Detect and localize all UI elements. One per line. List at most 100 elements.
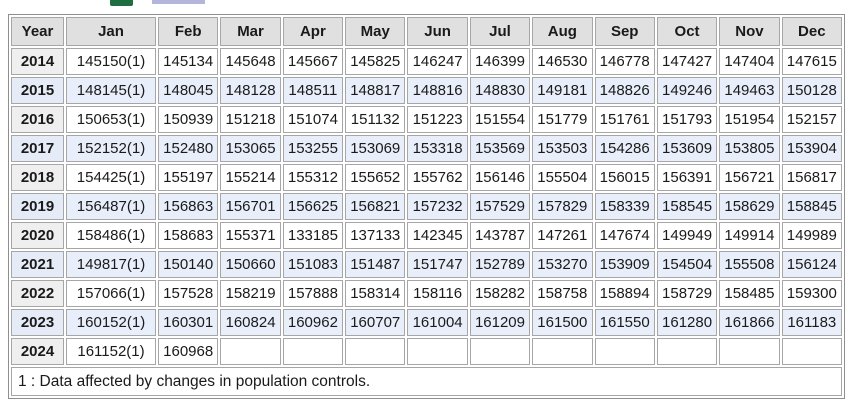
toolbar-icon-fragment <box>152 0 205 4</box>
value-cell-2017-feb: 152480 <box>158 135 219 162</box>
value-cell-2016-nov: 151954 <box>719 106 780 133</box>
value-cell-2019-feb: 156863 <box>158 193 219 220</box>
value-cell-2016-may: 151132 <box>345 106 406 133</box>
value-cell-2018-feb: 155197 <box>158 164 219 191</box>
value-cell-2023-mar: 160824 <box>220 309 281 336</box>
column-header-apr: Apr <box>282 17 344 46</box>
value-cell-2018-oct: 156391 <box>656 164 718 191</box>
header-row: Year Jan Feb Mar Apr May Jun Jul Aug Sep Oct Nov Dec <box>11 17 842 46</box>
column-header-jul: Jul <box>469 17 531 46</box>
value-cell-2015-dec: 150128 <box>781 77 842 104</box>
value-cell-2014-dec: 147615 <box>781 48 842 75</box>
value-cell-2020-jul: 143787 <box>469 222 531 249</box>
value-cell-2016-feb: 150939 <box>158 106 219 133</box>
value-cell-2017-aug: 153503 <box>532 135 593 162</box>
value-cell-2016-jul: 151554 <box>469 106 531 133</box>
value-cell-2021-oct: 154504 <box>656 251 718 278</box>
value-cell-2018-nov: 156721 <box>719 164 780 191</box>
value-cell-2018-aug: 155504 <box>532 164 593 191</box>
value-cell-2022-feb: 157528 <box>158 280 219 307</box>
value-cell-2024-nov <box>719 338 780 365</box>
value-cell-2015-nov: 149463 <box>719 77 780 104</box>
column-header-may: May <box>345 17 406 46</box>
value-cell-2017-jun: 153318 <box>407 135 468 162</box>
value-cell-2018-dec: 156817 <box>781 164 842 191</box>
value-cell-2017-apr: 153255 <box>282 135 344 162</box>
value-cell-2019-jan: 156487(1) <box>66 193 156 220</box>
value-cell-2014-feb: 145134 <box>158 48 219 75</box>
value-cell-2016-jun: 151223 <box>407 106 468 133</box>
value-cell-2023-jul: 161209 <box>469 309 531 336</box>
value-cell-2015-feb: 148045 <box>158 77 219 104</box>
value-cell-2021-nov: 155508 <box>719 251 780 278</box>
value-cell-2014-mar: 145648 <box>220 48 281 75</box>
table-row-2021: 2021 149817(1) 150140 150660 151083 151487 151… <box>11 251 842 278</box>
value-cell-2024-oct <box>656 338 718 365</box>
footnote-row: 1 : Data affected by changes in populati… <box>11 367 842 396</box>
value-cell-2019-may: 156821 <box>345 193 406 220</box>
excel-download-icon[interactable] <box>110 0 133 6</box>
value-cell-2020-dec: 149989 <box>781 222 842 249</box>
year-cell-2023: 2023 <box>11 309 64 336</box>
value-cell-2024-jul <box>469 338 531 365</box>
value-cell-2014-apr: 145667 <box>282 48 344 75</box>
year-cell-2017: 2017 <box>11 135 64 162</box>
value-cell-2014-aug: 146530 <box>532 48 593 75</box>
value-cell-2014-jun: 146247 <box>407 48 468 75</box>
table-row-2019: 2019 156487(1) 156863 156701 156625 156821 157… <box>11 193 842 220</box>
value-cell-2021-aug: 153270 <box>532 251 593 278</box>
value-cell-2019-aug: 157829 <box>532 193 593 220</box>
value-cell-2022-oct: 158729 <box>656 280 718 307</box>
value-cell-2021-jun: 151747 <box>407 251 468 278</box>
value-cell-2015-oct: 149246 <box>656 77 718 104</box>
value-cell-2020-aug: 147261 <box>532 222 593 249</box>
value-cell-2016-aug: 151779 <box>532 106 593 133</box>
value-cell-2022-mar: 158219 <box>220 280 281 307</box>
value-cell-2022-apr: 157888 <box>282 280 344 307</box>
value-cell-2015-mar: 148128 <box>220 77 281 104</box>
year-cell-2016: 2016 <box>11 106 64 133</box>
value-cell-2022-may: 158314 <box>345 280 406 307</box>
value-cell-2022-nov: 158485 <box>719 280 780 307</box>
value-cell-2023-feb: 160301 <box>158 309 219 336</box>
value-cell-2014-jan: 145150(1) <box>66 48 156 75</box>
value-cell-2019-jun: 157232 <box>407 193 468 220</box>
value-cell-2020-oct: 149949 <box>656 222 718 249</box>
column-header-jan: Jan <box>66 17 156 46</box>
value-cell-2020-feb: 158683 <box>158 222 219 249</box>
value-cell-2021-dec: 156124 <box>781 251 842 278</box>
value-cell-2019-nov: 158629 <box>719 193 780 220</box>
value-cell-2015-jul: 148830 <box>469 77 531 104</box>
table-row-2014: 2014 145150(1) 145134 145648 145667 145825 146… <box>11 48 842 75</box>
year-cell-2018: 2018 <box>11 164 64 191</box>
value-cell-2019-oct: 158545 <box>656 193 718 220</box>
table-row-2016: 2016 150653(1) 150939 151218 151074 151132 151… <box>11 106 842 133</box>
value-cell-2020-jan: 158486(1) <box>66 222 156 249</box>
column-header-feb: Feb <box>158 17 219 46</box>
table-row-2020: 2020 158486(1) 158683 155371 133185 137133 142… <box>11 222 842 249</box>
footnote-text: 1 : Data affected by changes in populati… <box>11 367 842 396</box>
value-cell-2017-dec: 153904 <box>781 135 842 162</box>
value-cell-2023-nov: 161866 <box>719 309 780 336</box>
value-cell-2019-jul: 157529 <box>469 193 531 220</box>
column-header-jun: Jun <box>407 17 468 46</box>
value-cell-2017-may: 153069 <box>345 135 406 162</box>
year-cell-2020: 2020 <box>11 222 64 249</box>
value-cell-2016-dec: 152157 <box>781 106 842 133</box>
table-row-2024: 2024 161152(1) 160968 <box>11 338 842 365</box>
value-cell-2020-may: 137133 <box>345 222 406 249</box>
value-cell-2024-aug <box>532 338 593 365</box>
table-body: 2014 145150(1) 145134 145648 145667 145825 146… <box>11 48 842 365</box>
value-cell-2021-sep: 153909 <box>594 251 655 278</box>
value-cell-2020-sep: 147674 <box>594 222 655 249</box>
value-cell-2014-jul: 146399 <box>469 48 531 75</box>
value-cell-2016-jan: 150653(1) <box>66 106 156 133</box>
year-cell-2024: 2024 <box>11 338 64 365</box>
value-cell-2021-apr: 151083 <box>282 251 344 278</box>
value-cell-2022-dec: 159300 <box>781 280 842 307</box>
value-cell-2018-apr: 155312 <box>282 164 344 191</box>
value-cell-2021-may: 151487 <box>345 251 406 278</box>
value-cell-2020-nov: 149914 <box>719 222 780 249</box>
value-cell-2015-sep: 148826 <box>594 77 655 104</box>
value-cell-2023-aug: 161500 <box>532 309 593 336</box>
